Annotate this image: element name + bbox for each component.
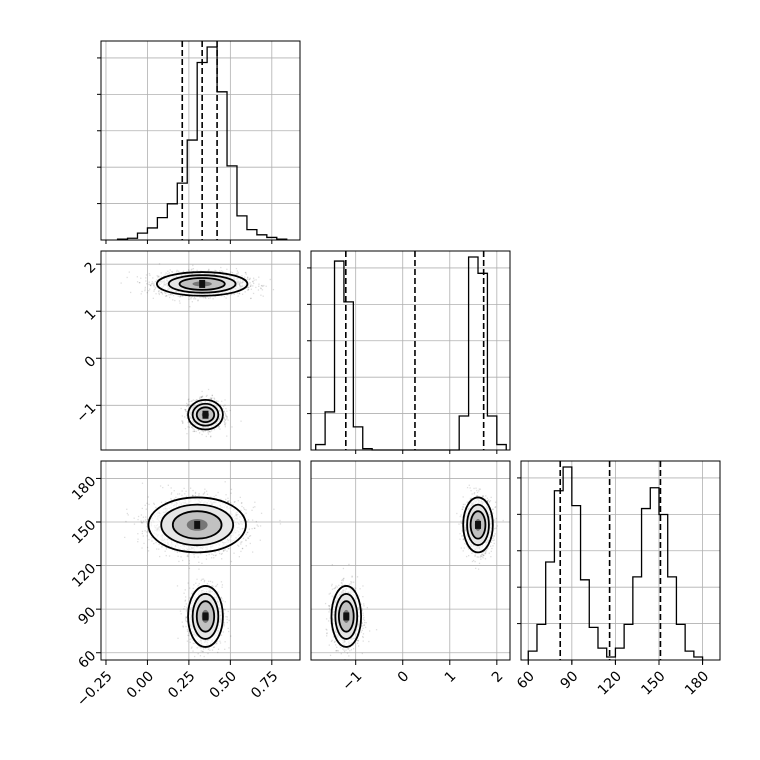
histogram-1-steps [315, 256, 507, 451]
panel-p1-p2-peak-1 [475, 520, 482, 529]
ytick-row3-label-3: 150 [69, 517, 99, 547]
panel-p1-p2-peak-0 [343, 612, 350, 621]
xtick-label-0-0: −0.25 [74, 668, 116, 710]
panel-p0-p2 [100, 460, 301, 661]
histogram-panel-2 [517, 460, 721, 664]
panel-p0-p2-peak-0 [194, 520, 201, 529]
histogram-panel-0 [97, 40, 301, 244]
ytick-row2-label-3: 2 [82, 259, 100, 277]
panel-p0-p1 [100, 250, 301, 451]
xtick-label-0-1: 0.00 [124, 668, 157, 701]
xtick-label-2-0: 60 [514, 668, 538, 692]
histogram-panel-1 [307, 250, 511, 454]
ytick-row3-label-2: 120 [69, 561, 99, 591]
ytick-row2-label-1: 0 [82, 353, 100, 371]
histogram-frame-0 [100, 40, 301, 241]
ytick-row3-label-0: 60 [75, 648, 99, 672]
panel-p0-p1-frame [100, 250, 301, 451]
xtick-label-0-2: 0.25 [165, 668, 198, 701]
histogram-2-steps [527, 466, 704, 660]
panel-p1-p2 [310, 460, 511, 661]
panel-p0-p2-frame [100, 460, 301, 661]
xtick-label-1-0: −1 [339, 668, 365, 694]
xtick-label-1-1: 0 [395, 668, 413, 686]
panel-p0-p1-peak-1 [202, 410, 209, 419]
panel-p0-p1-peak-0 [199, 279, 206, 288]
histogram-frame-2 [520, 460, 721, 661]
xtick-label-1-3: 2 [489, 668, 507, 686]
ytick-row3-label-4: 180 [69, 473, 99, 503]
xtick-label-2-3: 150 [638, 668, 668, 698]
xtick-label-2-1: 90 [558, 668, 582, 692]
histogram-frame-1 [310, 250, 511, 451]
panel-p0-p2-peak-1 [202, 612, 209, 621]
xtick-label-0-3: 0.50 [207, 668, 240, 701]
xtick-label-2-4: 180 [682, 668, 712, 698]
xtick-label-2-2: 120 [595, 668, 625, 698]
xtick-label-0-4: 0.75 [248, 668, 281, 701]
panel-p1-p2-frame [310, 460, 511, 661]
xtick-label-1-2: 1 [442, 668, 460, 686]
ytick-row2-label-2: 1 [82, 306, 100, 324]
ytick-row2-label-0: −1 [73, 400, 99, 426]
ytick-row3-label-1: 90 [75, 604, 99, 628]
